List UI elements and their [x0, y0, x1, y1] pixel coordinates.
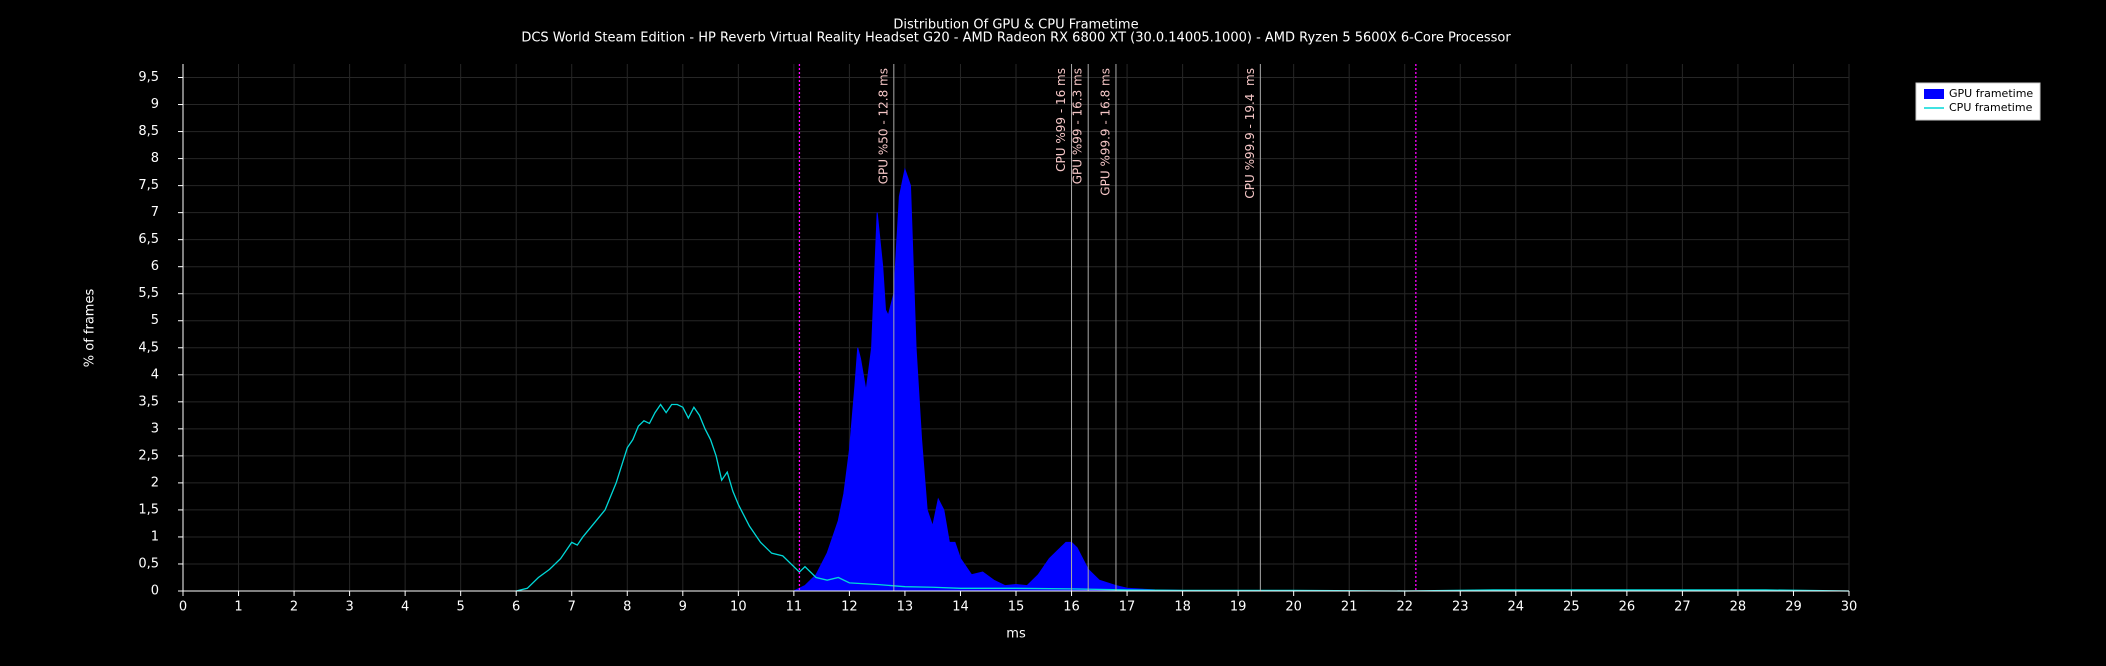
x-tick-label: 7 — [568, 600, 576, 615]
x-tick-label: 14 — [952, 600, 969, 615]
percentile-label: CPU %99 - 16 ms — [1054, 68, 1068, 172]
percentile-label: CPU %99.9 - 19.4 ms — [1243, 68, 1257, 199]
legend-label: GPU frametime — [1949, 87, 2033, 100]
x-tick-label: 24 — [1508, 600, 1525, 615]
gpu-area — [793, 167, 1294, 592]
y-tick-label: 1,5 — [138, 502, 159, 517]
x-tick-label: 11 — [786, 600, 803, 615]
x-tick-label: 4 — [401, 600, 409, 615]
x-tick-label: 29 — [1785, 600, 1802, 615]
x-tick-label: 8 — [623, 600, 631, 615]
x-tick-label: 19 — [1230, 600, 1247, 615]
y-tick-label: 6 — [151, 259, 159, 274]
legend-swatch — [1924, 89, 1944, 99]
y-tick-label: 3,5 — [138, 394, 159, 409]
x-tick-label: 10 — [730, 600, 747, 615]
x-tick-label: 15 — [1008, 600, 1025, 615]
y-tick-label: 8 — [151, 151, 159, 166]
y-tick-label: 9,5 — [138, 70, 159, 85]
x-tick-label: 12 — [841, 600, 858, 615]
x-tick-label: 3 — [345, 600, 353, 615]
y-tick-label: 2,5 — [138, 448, 159, 463]
x-tick-label: 30 — [1841, 600, 1858, 615]
y-tick-label: 8,5 — [138, 124, 159, 139]
x-tick-label: 9 — [679, 600, 687, 615]
percentile-label: GPU %50 - 12.8 ms — [876, 68, 890, 184]
y-axis-label: % of frames — [83, 289, 98, 368]
y-tick-label: 5 — [151, 313, 159, 328]
x-tick-label: 16 — [1063, 600, 1080, 615]
x-tick-label: 22 — [1396, 600, 1413, 615]
chart-subtitle: DCS World Steam Edition - HP Reverb Virt… — [521, 31, 1511, 46]
y-tick-label: 3 — [151, 421, 159, 436]
x-tick-label: 6 — [512, 600, 520, 615]
y-tick-label: 1 — [151, 529, 159, 544]
x-tick-label: 17 — [1119, 600, 1136, 615]
x-tick-label: 13 — [897, 600, 914, 615]
y-tick-label: 0,5 — [138, 556, 159, 571]
percentile-label: GPU %99 - 16.3 ms — [1071, 68, 1085, 184]
legend-label: CPU frametime — [1949, 101, 2033, 114]
x-tick-label: 20 — [1285, 600, 1302, 615]
x-tick-label: 23 — [1452, 600, 1469, 615]
y-tick-label: 4,5 — [138, 340, 159, 355]
y-tick-label: 2 — [151, 475, 159, 490]
x-tick-label: 5 — [457, 600, 465, 615]
y-tick-label: 6,5 — [138, 232, 159, 247]
y-tick-label: 0 — [151, 584, 159, 599]
y-tick-label: 7,5 — [138, 178, 159, 193]
x-tick-label: 0 — [179, 600, 187, 615]
y-tick-label: 7 — [151, 205, 159, 220]
x-tick-label: 18 — [1174, 600, 1191, 615]
cpu-line — [516, 403, 1850, 592]
x-tick-label: 1 — [234, 600, 242, 615]
y-tick-label: 9 — [151, 97, 159, 112]
x-tick-label: 21 — [1341, 600, 1358, 615]
y-tick-label: 5,5 — [138, 286, 159, 301]
y-tick-label: 4 — [151, 367, 159, 382]
x-tick-label: 28 — [1730, 600, 1747, 615]
x-tick-label: 26 — [1619, 600, 1636, 615]
x-axis-label: ms — [1006, 627, 1026, 642]
x-tick-label: 2 — [290, 600, 298, 615]
chart-title: Distribution Of GPU & CPU Frametime — [893, 18, 1138, 33]
x-tick-label: 27 — [1674, 600, 1691, 615]
x-tick-label: 25 — [1563, 600, 1580, 615]
percentile-label: GPU %99.9 - 16.8 ms — [1098, 68, 1112, 196]
